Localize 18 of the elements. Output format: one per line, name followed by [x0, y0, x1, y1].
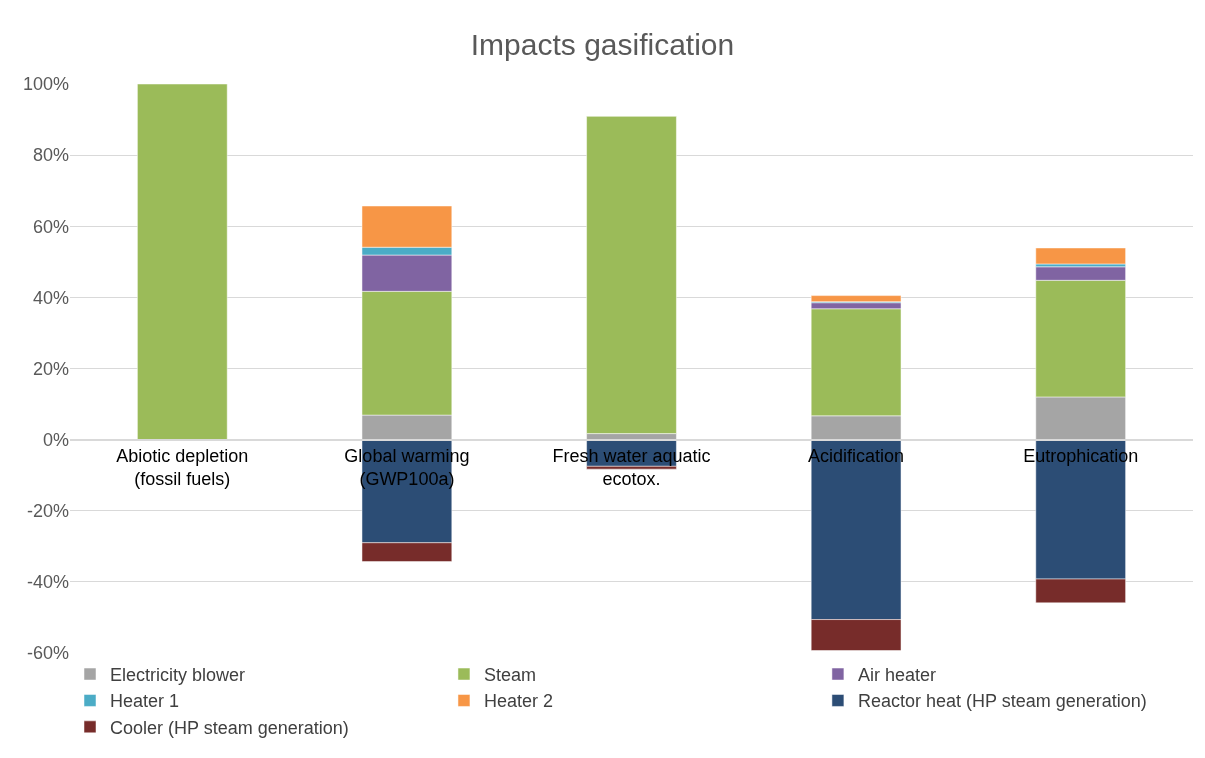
legend-label: Heater 1 — [110, 691, 180, 712]
legend-label: Reactor heat (HP steam generation) — [857, 691, 1147, 712]
y-tick-label: 60% — [32, 216, 69, 237]
y-tick-label: 40% — [32, 287, 69, 308]
legend-label: Steam — [483, 665, 536, 686]
y-tick-label: 100% — [22, 74, 69, 95]
y-tick-label: 80% — [32, 145, 69, 166]
legend-label: Cooler (HP steam generation) — [110, 717, 349, 738]
legend-label: Air heater — [857, 665, 936, 686]
y-tick-label: 20% — [32, 358, 69, 379]
legend-label: Electricity blower — [110, 665, 246, 686]
y-tick-label: -40% — [26, 572, 69, 593]
y-tick-label: 0% — [42, 429, 69, 450]
x-tick-label: Abiotic depletion (fossil fuels) — [116, 445, 249, 490]
chart-title: Impacts gasification — [470, 28, 735, 62]
legend-label: Heater 2 — [483, 691, 554, 712]
y-tick-label: -60% — [26, 643, 69, 664]
y-tick-label: -20% — [26, 501, 69, 522]
